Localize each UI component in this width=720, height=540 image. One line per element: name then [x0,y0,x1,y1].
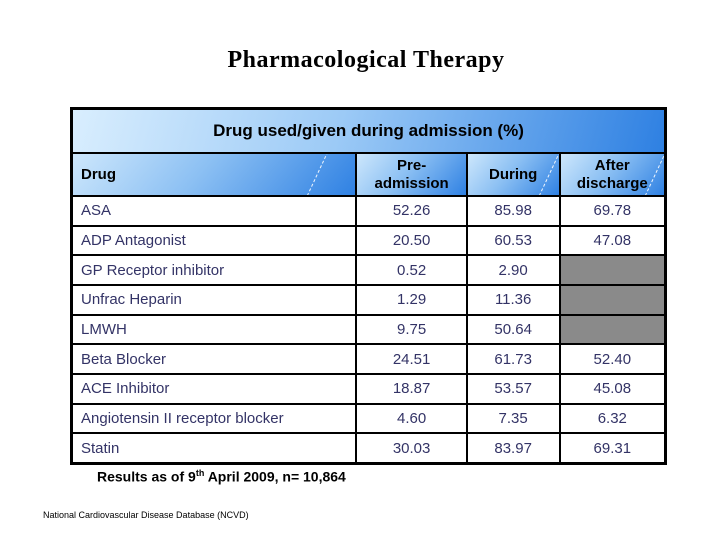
table-row: Beta Blocker 24.51 61.73 52.40 [73,343,664,374]
during-value-cell: 85.98 [465,197,559,225]
table-caption: Drug used/given during admission (%) [73,110,664,152]
pre-admission-value-cell: 20.50 [355,226,466,255]
drug-name-cell: GP Receptor inhibitor [73,256,356,285]
pre-admission-value-cell: 30.03 [355,434,466,463]
during-value-cell: 53.57 [465,375,559,403]
slide-title: Pharmacological Therapy [227,47,505,73]
column-header-during-label: During [488,165,538,183]
after-discharge-value-cell: 69.31 [558,434,664,463]
pre-admission-value-cell: 24.51 [355,345,466,374]
pre-admission-value-cell: 4.60 [355,404,466,433]
during-value-cell: 7.35 [465,404,559,433]
drug-name-cell: Statin [73,434,356,463]
table-row: LMWH 9.75 50.64 [73,313,664,344]
table-row: Statin 30.03 83.97 69.31 [73,432,664,463]
empty-cell [558,256,664,285]
results-note-suffix: April 2009, n= 10,864 [204,468,346,485]
after-discharge-value-cell: 47.08 [558,226,664,255]
drug-name-cell: ADP Antagonist [73,226,356,255]
table-header-row: Drug Pre- admission During After dischar… [73,152,664,195]
diagonal-dash-decoration [305,154,329,195]
after-discharge-value-cell: 6.32 [558,404,664,433]
column-header-after-discharge-label: After discharge [576,157,648,192]
column-header-after-discharge: After discharge [558,154,664,195]
results-note: Results as of 9th April 2009, n= 10,864 [97,468,346,485]
pre-admission-value-cell: 52.26 [355,197,466,225]
during-value-cell: 61.73 [465,345,559,374]
drug-name-cell: Beta Blocker [73,345,356,374]
table-row: Angiotensin II receptor blocker 4.60 7.3… [73,402,664,433]
during-value-cell: 2.90 [465,256,559,285]
during-value-cell: 11.36 [465,286,559,314]
table-row: ASA 52.26 85.98 69.78 [73,195,664,225]
pre-admission-value-cell: 18.87 [355,375,466,403]
after-discharge-value-cell: 52.40 [558,345,664,374]
source-note: National Cardiovascular Disease Database… [43,510,249,520]
column-header-pre-admission: Pre- admission [355,154,466,195]
drug-name-cell: ACE Inhibitor [73,375,356,403]
diagonal-dash-decoration [536,154,559,195]
table-row: ADP Antagonist 20.50 60.53 47.08 [73,224,664,255]
drug-name-cell: ASA [73,197,356,225]
results-note-superscript: th [195,468,205,478]
pre-admission-value-cell: 0.52 [355,256,466,285]
during-value-cell: 50.64 [465,315,559,344]
pre-admission-value-cell: 1.29 [355,286,466,314]
drug-name-cell: LMWH [73,315,356,344]
during-value-cell: 60.53 [465,226,559,255]
after-discharge-value-cell: 69.78 [558,197,664,225]
empty-cell [558,286,664,314]
after-discharge-value-cell: 45.08 [558,375,664,403]
during-value-cell: 83.97 [465,434,559,463]
empty-cell [558,315,664,344]
drug-name-cell: Angiotensin II receptor blocker [73,404,356,433]
column-header-pre-admission-label: Pre- admission [374,157,449,192]
table-row: Unfrac Heparin 1.29 11.36 [73,284,664,314]
table-row: ACE Inhibitor 18.87 53.57 45.08 [73,373,664,403]
column-header-drug: Drug [73,154,356,195]
pre-admission-value-cell: 9.75 [355,315,466,344]
column-header-during: During [465,154,559,195]
table-row: GP Receptor inhibitor 0.52 2.90 [73,254,664,285]
drug-name-cell: Unfrac Heparin [73,286,356,314]
column-header-drug-label: Drug [81,165,116,183]
drug-usage-table: Drug used/given during admission (%) Dru… [70,107,667,465]
results-note-prefix: Results as of 9 [97,468,196,485]
